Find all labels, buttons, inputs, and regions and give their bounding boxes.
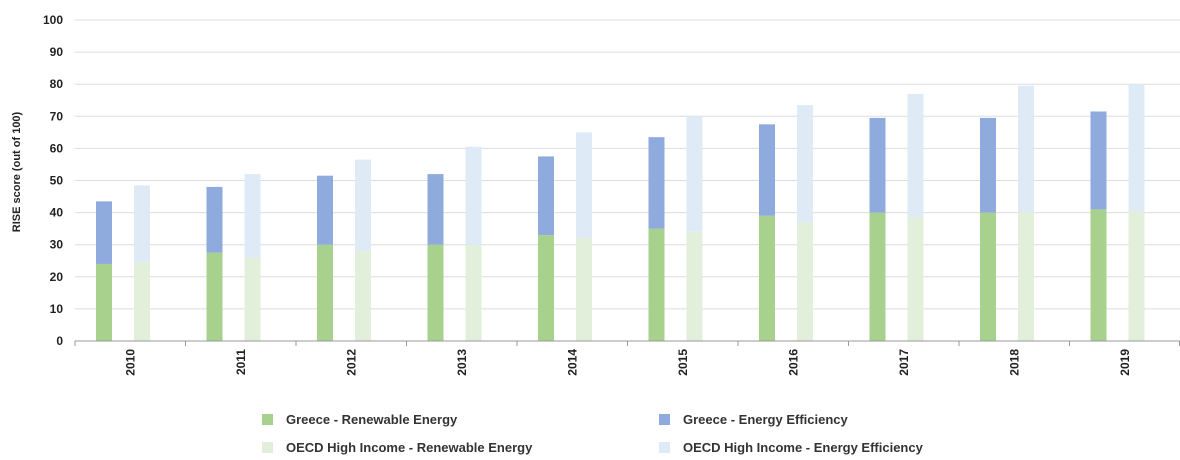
legend-label: OECD High Income - Energy Efficiency <box>683 440 923 455</box>
bar-segment <box>465 146 482 245</box>
x-tick-label: 2015 <box>676 349 690 376</box>
bar-segment <box>206 252 223 341</box>
y-tick-label: 80 <box>50 77 64 91</box>
y-tick-label: 0 <box>56 334 63 348</box>
bar-segment <box>759 215 775 341</box>
bar-segment <box>317 244 333 341</box>
bar-segment <box>244 174 261 258</box>
legend-swatch <box>659 414 670 425</box>
bar-segment <box>134 185 150 263</box>
y-tick-label: 50 <box>50 174 64 188</box>
bar-segment <box>538 156 554 236</box>
bar-segment <box>244 257 261 341</box>
bar-segment <box>96 201 112 264</box>
gridlines <box>75 19 1180 310</box>
x-tick-label: 2016 <box>786 349 800 376</box>
y-axis-label: RISE score (out of 100) <box>11 111 23 232</box>
stacked-bar-chart: 0 10 20 30 40 50 60 70 80 90 100 RISE score (out o… <box>11 13 1180 376</box>
bar-segment <box>797 105 813 223</box>
bar-segment <box>686 116 703 232</box>
bar-segment <box>1018 212 1034 341</box>
bar-segment <box>1090 209 1107 341</box>
legend-item-oecd-efficiency: OECD High Income - Energy Efficiency <box>659 440 923 455</box>
legend-item-oecd-renewable: OECD High Income - Renewable Energy <box>262 440 532 455</box>
x-tick-label: 2018 <box>1007 349 1021 376</box>
bar-segment <box>96 263 112 341</box>
bar-segment <box>980 117 996 213</box>
bar-segment <box>1090 111 1107 210</box>
x-tick-label: 2013 <box>455 349 469 376</box>
y-tick-label: 40 <box>50 206 64 220</box>
bar-segment <box>317 175 333 245</box>
bar-segment <box>869 117 886 213</box>
y-tick-label: 10 <box>50 302 64 316</box>
y-tick-label: 30 <box>50 238 64 252</box>
y-tick-label: 60 <box>50 141 64 155</box>
legend-swatch <box>659 442 670 453</box>
bar-segment <box>907 217 924 341</box>
bar-segment <box>1128 210 1145 341</box>
y-tick-label: 100 <box>43 13 63 27</box>
x-tick-label: 2012 <box>344 349 358 376</box>
bar-segment <box>907 93 924 218</box>
bar-segment <box>980 212 996 341</box>
legend-label: Greece - Renewable Energy <box>286 412 458 427</box>
bar-segment <box>427 174 444 245</box>
bar-segment <box>355 159 371 252</box>
bars <box>96 84 1145 341</box>
x-tick-label: 2010 <box>123 349 137 376</box>
legend-label: OECD High Income - Renewable Energy <box>286 440 533 455</box>
x-tick-label: 2011 <box>234 349 248 375</box>
x-tick-label: 2017 <box>897 349 911 376</box>
bar-segment <box>1018 85 1034 213</box>
bar-segment <box>427 244 444 341</box>
bar-segment <box>759 124 775 216</box>
x-tick-label: 2014 <box>565 349 579 376</box>
y-tick-label: 70 <box>50 109 64 123</box>
bar-segment <box>538 235 554 341</box>
x-tick-label: 2019 <box>1118 349 1132 376</box>
bar-segment <box>648 228 665 341</box>
y-tick-label: 20 <box>50 270 64 284</box>
bar-segment <box>1128 84 1145 211</box>
bar-segment <box>134 262 150 341</box>
bar-segment <box>686 231 703 341</box>
bar-segment <box>576 238 592 341</box>
y-tick-label: 90 <box>50 45 64 59</box>
legend-item-greece-renewable: Greece - Renewable Energy <box>262 412 457 427</box>
legend-label: Greece - Energy Efficiency <box>683 412 848 427</box>
bar-segment <box>576 132 592 239</box>
y-axis-ticks: 0 10 20 30 40 50 60 70 80 90 100 <box>43 13 63 348</box>
legend-swatch <box>262 414 273 425</box>
legend-item-greece-efficiency: Greece - Energy Efficiency <box>659 412 848 427</box>
bar-segment <box>869 212 886 341</box>
legend-swatch <box>262 442 273 453</box>
bar-segment <box>648 137 665 229</box>
bar-segment <box>465 244 482 341</box>
bar-segment <box>797 222 813 341</box>
bar-segment <box>206 186 223 253</box>
bar-segment <box>355 251 371 341</box>
x-axis-ticks: 2010 2011 2012 2013 2014 2015 2016 2017 2018 2019 <box>74 341 1180 376</box>
